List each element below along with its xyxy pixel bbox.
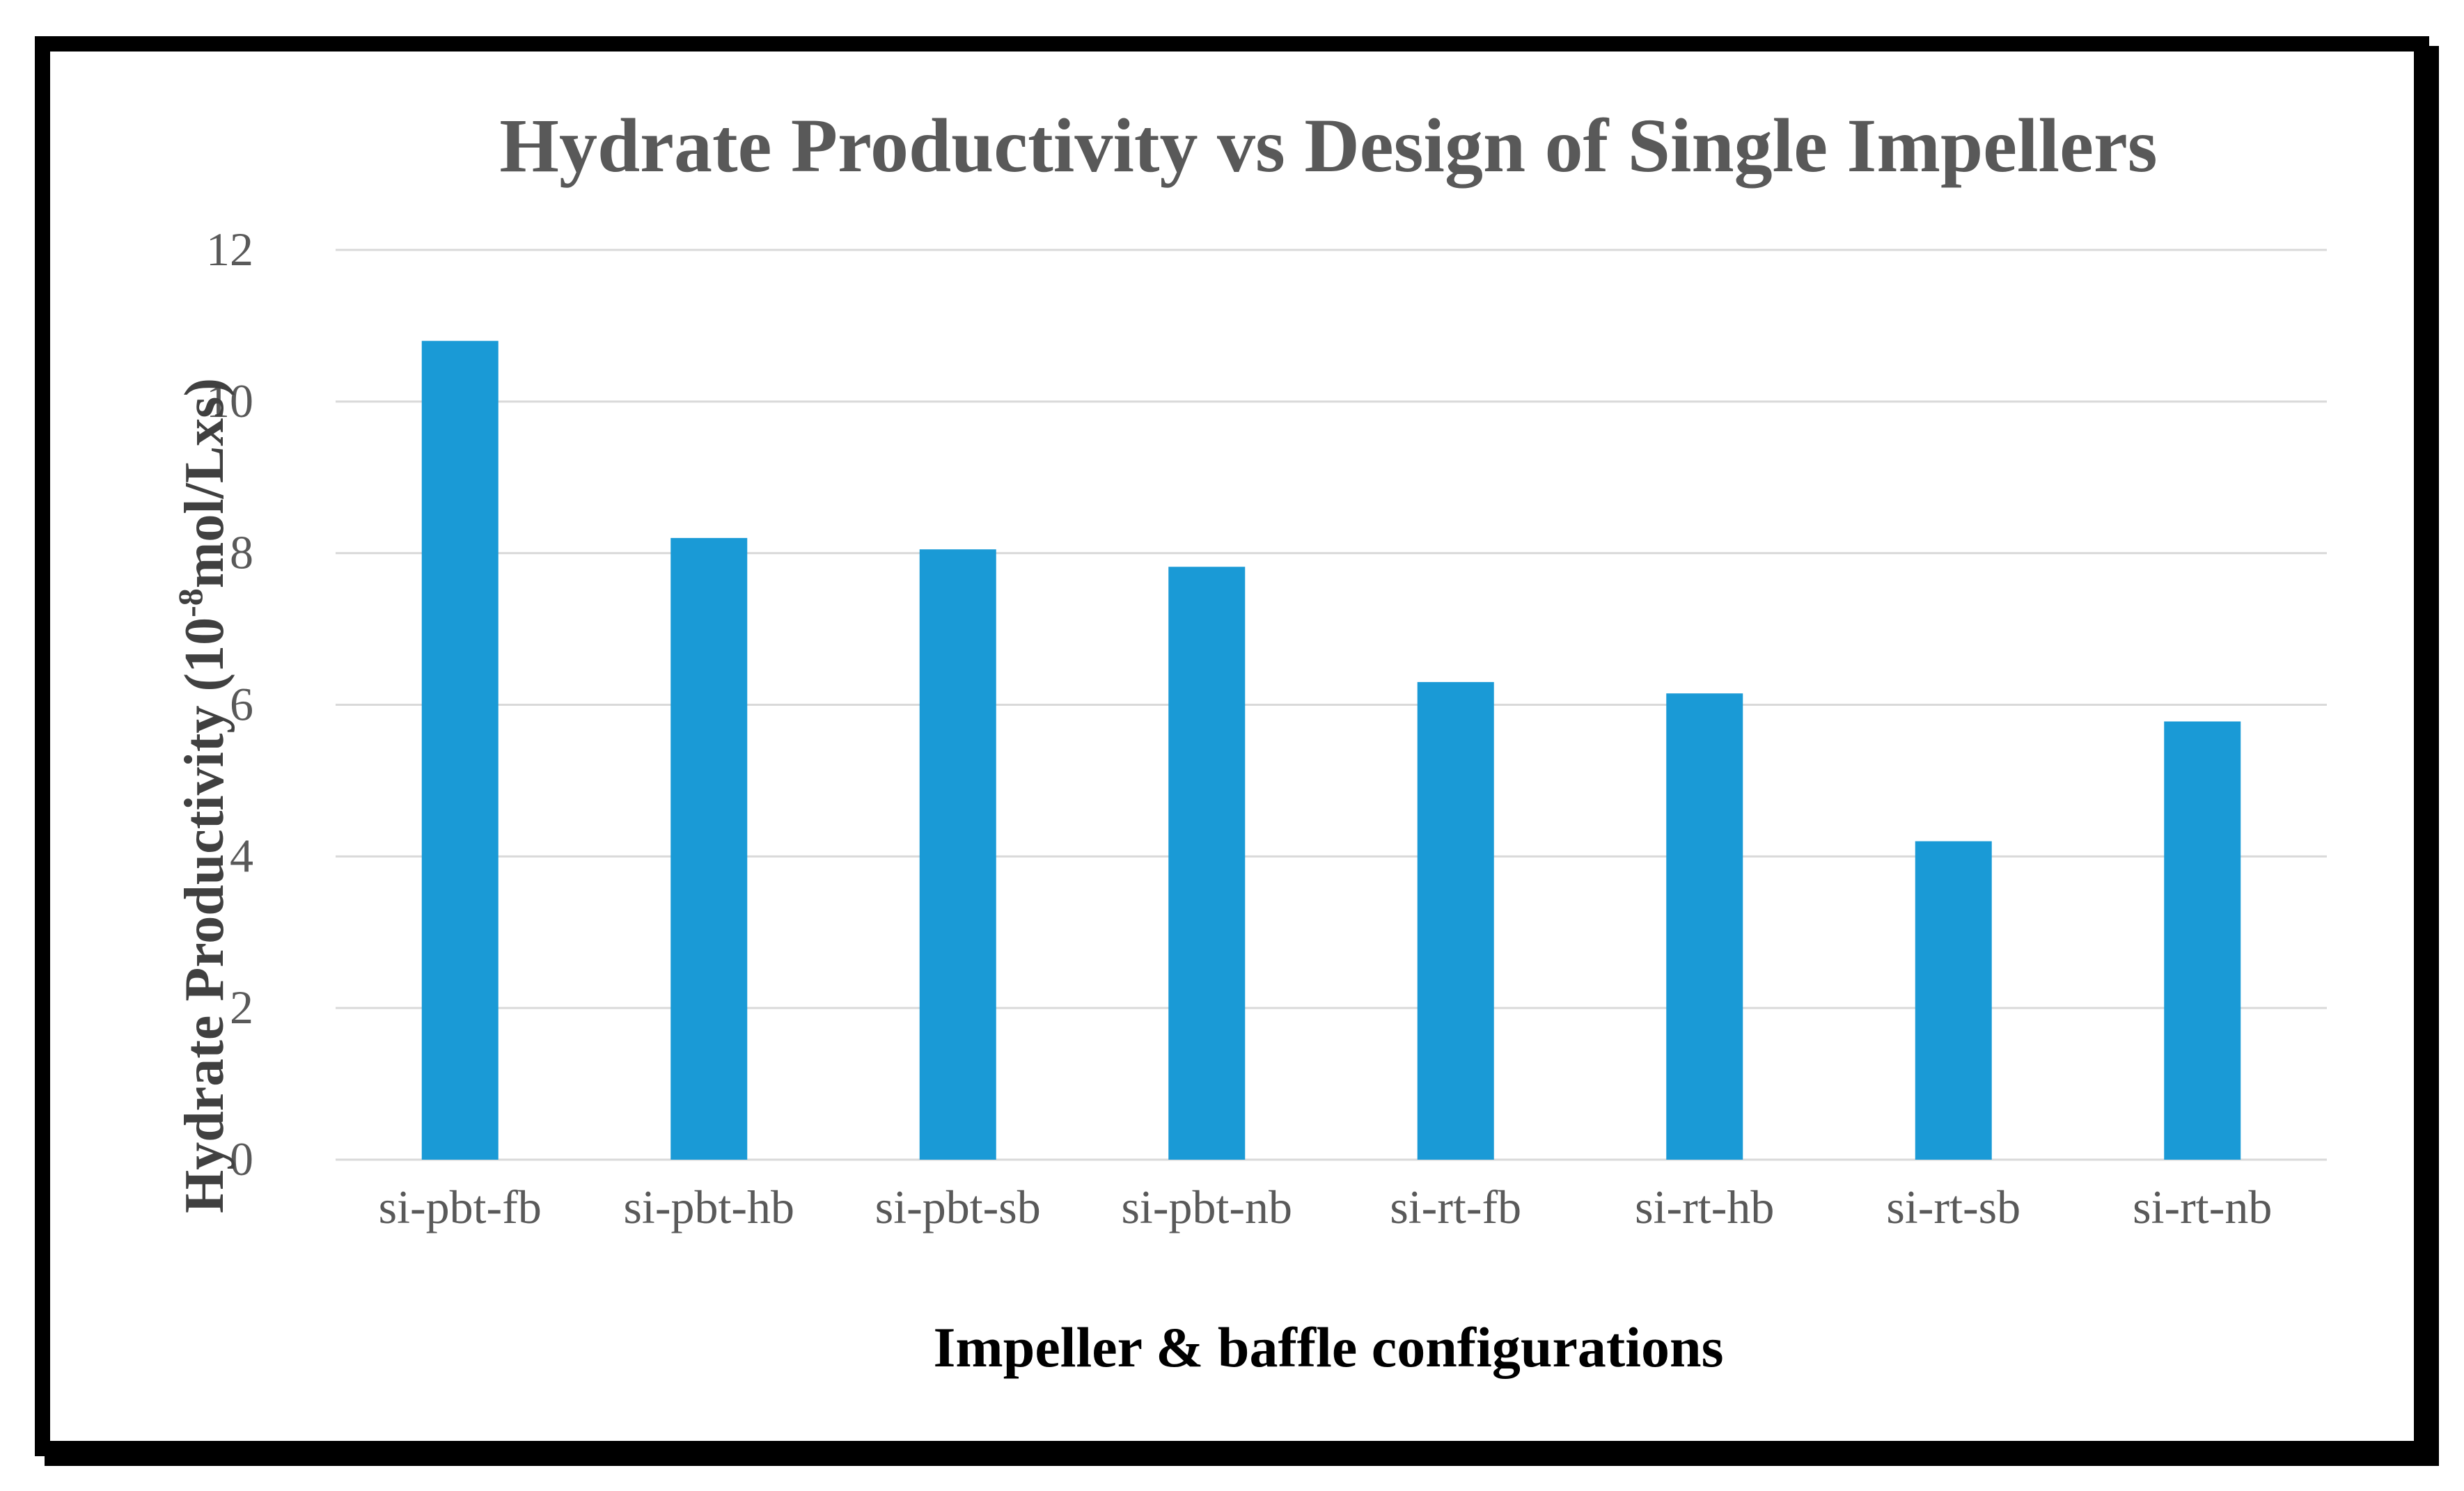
y-axis-title-suffix: mol/Lxs) <box>174 378 235 588</box>
x-tick-label-si-rt-sb: si-rt-sb <box>1886 1181 2020 1233</box>
bar-si-rt-fb <box>1417 681 1494 1160</box>
bar-si-pbt-nb <box>1168 567 1246 1160</box>
x-tick-label-si-pbt-fb: si-pbt-fb <box>379 1181 542 1233</box>
y-tick-label-2: 4 <box>230 829 253 882</box>
bars <box>421 340 2241 1160</box>
y-tick-label-6: 12 <box>206 223 253 276</box>
bar-si-pbt-sb <box>919 549 996 1160</box>
y-tick-label-5: 10 <box>206 374 253 427</box>
y-axis-ticks: 0 2 4 6 8 10 12 <box>206 223 253 1185</box>
bar-chart: Hydrate Productivity vs Design of Single… <box>171 103 2327 1379</box>
x-axis-ticks: si-pbt-fb si-pbt-hb si-pbt-sb si-pbt-nb si-r… <box>379 1181 2273 1233</box>
x-axis-title: Impeller & baffle configurations <box>934 1316 1724 1379</box>
bar-si-pbt-hb <box>670 537 748 1160</box>
x-tick-label-si-pbt-hb: si-pbt-hb <box>623 1181 794 1233</box>
y-tick-label-4: 8 <box>230 526 253 579</box>
x-tick-label-si-rt-nb: si-rt-nb <box>2133 1181 2272 1233</box>
gridlines <box>336 248 2327 1161</box>
y-tick-label-3: 6 <box>230 678 253 731</box>
bar-si-rt-nb <box>2164 721 2241 1160</box>
x-tick-label-si-rt-hb: si-rt-hb <box>1635 1181 1774 1233</box>
bar-si-rt-sb <box>1915 841 1992 1160</box>
x-tick-label-si-pbt-sb: si-pbt-sb <box>875 1181 1041 1233</box>
y-axis-title: Hydrate Productivity (10-8mol/Lxs) <box>171 378 235 1213</box>
y-tick-label-0: 0 <box>230 1133 253 1185</box>
chart-frame: Hydrate Productivity vs Design of Single… <box>35 36 2429 1456</box>
bar-si-pbt-fb <box>421 340 499 1160</box>
x-tick-label-si-rt-fb: si-rt-fb <box>1390 1181 1521 1233</box>
bar-si-rt-hb <box>1666 693 1743 1160</box>
y-tick-label-1: 2 <box>230 981 253 1034</box>
x-tick-label-si-pbt-nb: si-pbt-nb <box>1121 1181 1292 1233</box>
y-axis-title-prefix: Hydrate Productivity (10 <box>174 617 235 1213</box>
y-axis-title-superscript: -8 <box>171 588 210 617</box>
chart-title: Hydrate Productivity vs Design of Single… <box>499 103 2157 188</box>
